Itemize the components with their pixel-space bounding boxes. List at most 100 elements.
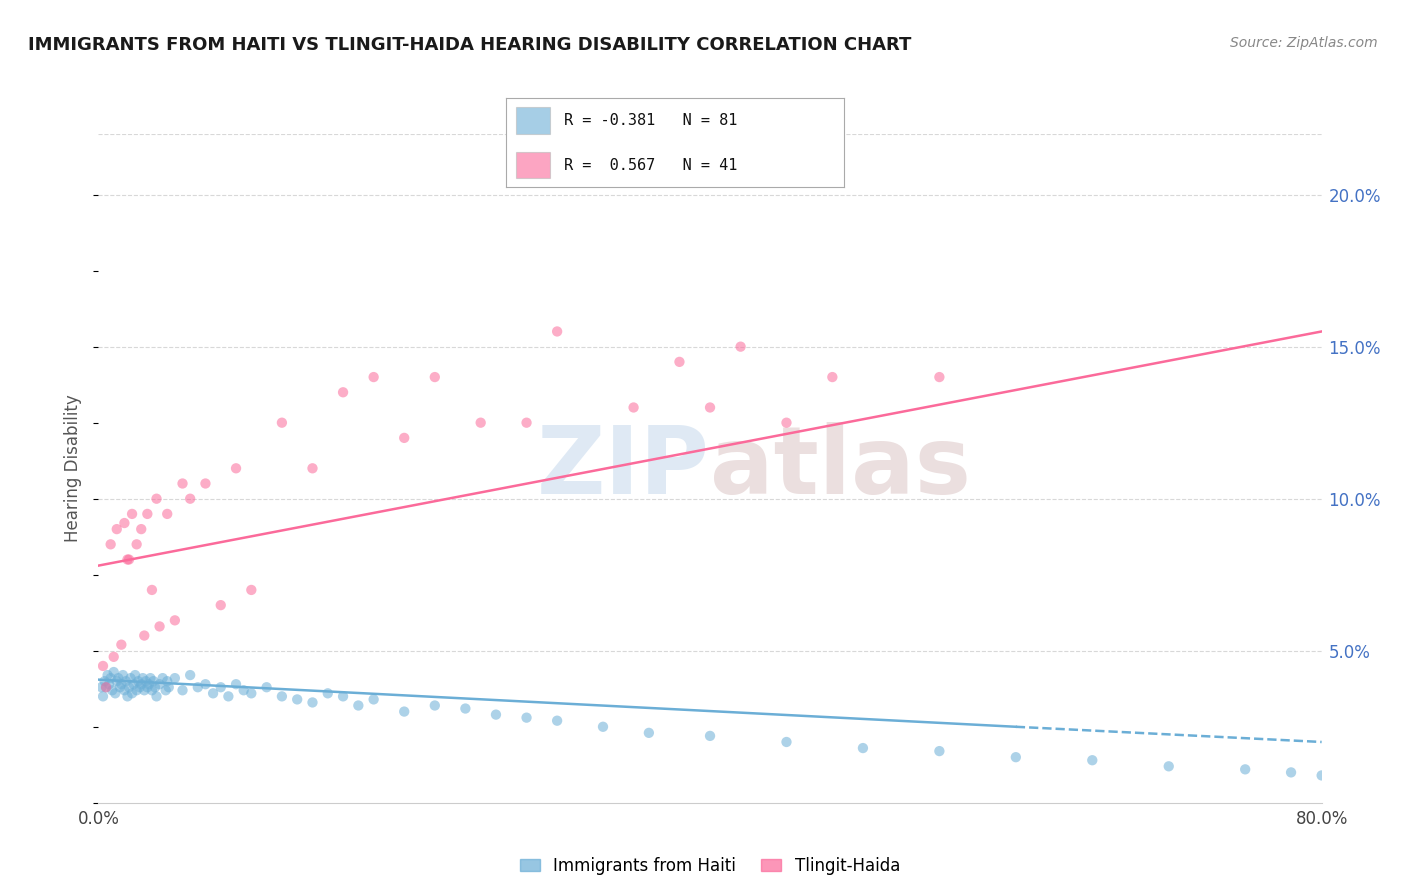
Point <box>270 690 294 704</box>
Point <box>107 671 129 685</box>
Point <box>134 628 156 642</box>
Point <box>127 674 149 689</box>
Point <box>117 690 139 704</box>
Point <box>117 552 139 566</box>
Point <box>202 686 225 700</box>
Text: IMMIGRANTS FROM HAITI VS TLINGIT-HAIDA HEARING DISABILITY CORRELATION CHART: IMMIGRANTS FROM HAITI VS TLINGIT-HAIDA H… <box>28 36 911 54</box>
Point <box>91 690 114 704</box>
Point <box>232 683 254 698</box>
Point <box>118 552 141 566</box>
Point <box>225 677 247 691</box>
Y-axis label: Hearing Disability: Hearing Disability <box>65 394 83 542</box>
Point <box>194 476 217 491</box>
Point <box>101 683 124 698</box>
Point <box>135 674 157 689</box>
Point <box>120 671 142 685</box>
Point <box>149 619 172 633</box>
Text: atlas: atlas <box>710 422 972 515</box>
Point <box>1310 768 1333 782</box>
Point <box>194 677 217 691</box>
Point <box>110 677 132 691</box>
Point <box>592 720 614 734</box>
Point <box>138 677 160 691</box>
Point <box>115 674 138 689</box>
Point <box>240 686 263 700</box>
Point <box>121 686 143 700</box>
Legend: Immigrants from Haiti, Tlingit-Haida: Immigrants from Haiti, Tlingit-Haida <box>513 850 907 881</box>
Point <box>105 522 128 536</box>
Point <box>1326 772 1348 786</box>
Point <box>485 707 508 722</box>
Point <box>332 690 354 704</box>
Point <box>128 680 150 694</box>
Point <box>156 507 179 521</box>
Point <box>98 677 121 691</box>
Point <box>1234 762 1257 776</box>
Point <box>392 431 416 445</box>
Point <box>316 686 339 700</box>
Point <box>285 692 308 706</box>
Point <box>103 665 125 679</box>
Point <box>209 680 232 694</box>
Point <box>104 686 127 700</box>
Text: R =  0.567   N = 41: R = 0.567 N = 41 <box>564 158 737 172</box>
Point <box>139 671 162 685</box>
Point <box>623 401 645 415</box>
Point <box>172 683 194 698</box>
Point <box>94 680 117 694</box>
Point <box>136 507 159 521</box>
Point <box>141 582 163 597</box>
Point <box>516 711 538 725</box>
Point <box>423 698 446 713</box>
Point <box>93 674 115 689</box>
Point <box>145 690 167 704</box>
Point <box>90 680 112 694</box>
Point <box>454 701 477 715</box>
Point <box>209 598 232 612</box>
Point <box>129 677 152 691</box>
Point <box>363 692 385 706</box>
Point <box>730 340 752 354</box>
Point <box>142 674 165 689</box>
Point <box>775 735 797 749</box>
Point <box>136 680 159 694</box>
Point <box>699 401 721 415</box>
Point <box>125 683 148 698</box>
Point <box>332 385 354 400</box>
Point <box>179 491 201 506</box>
Point <box>821 370 844 384</box>
Point <box>125 537 148 551</box>
Point <box>1004 750 1026 764</box>
Point <box>134 683 156 698</box>
Point <box>122 677 145 691</box>
Point <box>270 416 294 430</box>
Point <box>699 729 721 743</box>
Point <box>363 370 385 384</box>
Point <box>103 649 125 664</box>
Point <box>100 671 122 685</box>
Point <box>155 683 177 698</box>
Point <box>110 638 132 652</box>
Point <box>105 674 128 689</box>
Point <box>775 416 797 430</box>
Point <box>108 680 131 694</box>
Point <box>1081 753 1104 767</box>
Point <box>638 726 661 740</box>
Point <box>516 416 538 430</box>
Point <box>470 416 492 430</box>
Point <box>124 668 146 682</box>
Point <box>1341 774 1364 789</box>
Text: ZIP: ZIP <box>537 422 710 515</box>
Point <box>100 537 122 551</box>
Point <box>157 680 180 694</box>
Point <box>225 461 247 475</box>
Point <box>546 325 568 339</box>
Point <box>118 680 141 694</box>
FancyBboxPatch shape <box>516 107 550 134</box>
Point <box>121 507 143 521</box>
Point <box>111 668 134 682</box>
Point <box>546 714 568 728</box>
Point <box>928 370 950 384</box>
Point <box>668 355 690 369</box>
Point <box>143 680 166 694</box>
